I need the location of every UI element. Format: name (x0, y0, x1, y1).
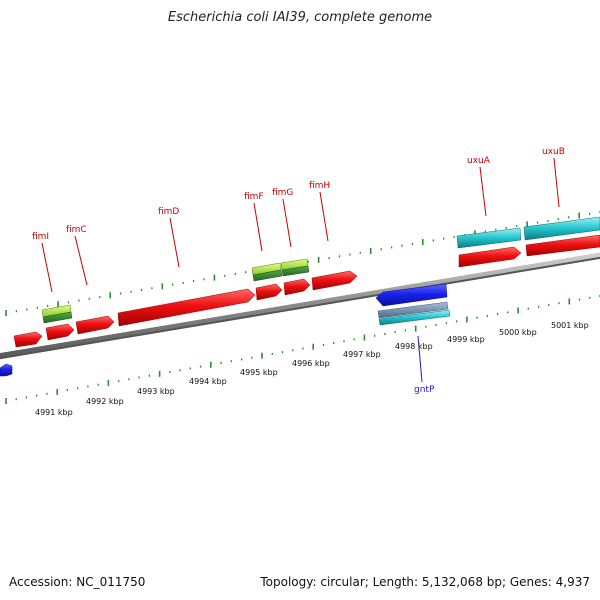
tick-label: 5000 kbp (499, 328, 537, 337)
gene-label-fimD[interactable]: fimD (158, 207, 179, 217)
tick-labels: 4991 kbp 4992 kbp 4993 kbp 4994 kbp 4995… (35, 321, 589, 417)
gene-label-fimC[interactable]: fimC (66, 225, 87, 235)
gene-label-uxuA[interactable]: uxuA (467, 156, 491, 166)
tick-label: 4993 kbp (137, 387, 175, 396)
tick-label: 4994 kbp (189, 377, 227, 386)
gene-label-gntP[interactable]: gntP (414, 385, 435, 395)
cds-fimI[interactable] (13, 331, 43, 348)
outer-tick-track (5, 211, 600, 316)
tick-label: 4991 kbp (35, 408, 73, 417)
cds-fimG[interactable] (283, 278, 311, 296)
gene-uxuB[interactable] (523, 216, 600, 241)
cds-gntP[interactable] (375, 283, 448, 307)
gene-uxuA[interactable] (456, 227, 522, 249)
gene-gntP[interactable] (377, 301, 449, 319)
genome-stats-text: Topology: circular; Length: 5,132,068 bp… (260, 575, 590, 589)
cds-fimD[interactable] (117, 288, 256, 327)
gene-label-fimG[interactable]: fimG (272, 188, 293, 198)
inner-tick-track (5, 295, 600, 404)
rna-gntP[interactable] (378, 309, 451, 326)
tick-label: 4995 kbp (240, 368, 278, 377)
tick-label: 4992 kbp (86, 397, 124, 406)
cds-fimC-2[interactable] (75, 315, 115, 335)
tick-label: 4997 kbp (343, 350, 381, 359)
gene-fimG-dark[interactable] (281, 265, 310, 277)
gene-fimI-dark[interactable] (42, 311, 73, 324)
cds-feature-minus[interactable] (0, 363, 13, 377)
tick-label: 4996 kbp (292, 359, 330, 368)
tick-label: 4998 kbp (395, 342, 433, 351)
gene-label-fimI[interactable]: fimI (32, 232, 49, 242)
gene-label-uxuB[interactable]: uxuB (542, 147, 565, 157)
cds-fimH[interactable] (311, 270, 358, 291)
gene-label-fimH[interactable]: fimH (309, 181, 330, 191)
cds-uxuA[interactable] (458, 246, 522, 268)
accession-text: Accession: NC_011750 (9, 575, 146, 589)
cds-fimF[interactable] (255, 283, 283, 301)
tick-label: 4999 kbp (447, 335, 485, 344)
gene-label-fimF[interactable]: fimF (244, 192, 264, 202)
tick-label: 5001 kbp (551, 321, 589, 330)
cds-fimC[interactable] (45, 323, 75, 341)
page-title: Escherichia coli IAI39, complete genome (167, 10, 433, 25)
gene-labels: fimI fimC fimD fimF fimG fimH uxuA uxuB … (32, 147, 565, 395)
gene-label-lines (41, 157, 560, 383)
cds-uxuB[interactable] (525, 234, 600, 257)
gene-fimF-dark[interactable] (252, 269, 283, 282)
